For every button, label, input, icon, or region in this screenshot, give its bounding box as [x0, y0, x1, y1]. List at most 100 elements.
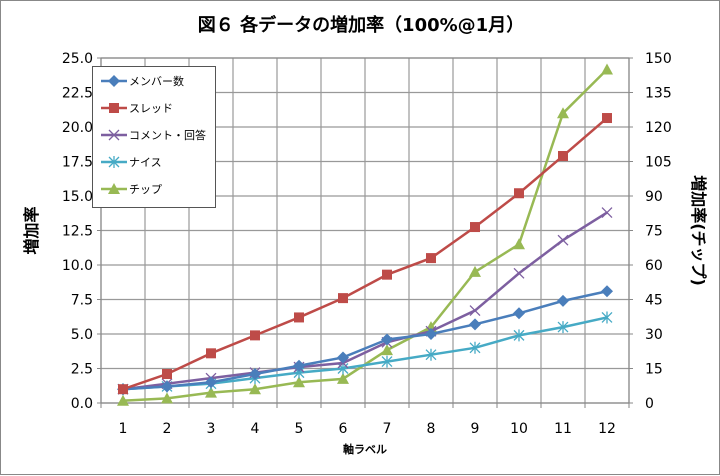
data-point — [557, 234, 569, 246]
legend-swatch — [101, 103, 127, 113]
data-point — [250, 330, 260, 341]
y-tick-label: 0.0 — [71, 396, 93, 412]
data-point — [601, 311, 613, 324]
data-point — [425, 348, 437, 361]
data-point — [161, 392, 173, 404]
y2-tick-label: 0 — [645, 396, 654, 412]
data-point — [381, 344, 393, 356]
data-point — [161, 380, 173, 393]
legend-label: メンバー数 — [129, 75, 184, 88]
legend-item: スレッド — [101, 100, 173, 116]
data-point — [381, 355, 393, 368]
legend: メンバー数スレッドコメント・回答 ナイスチップ — [92, 66, 216, 208]
data-point — [601, 63, 613, 75]
legend-item: チップ — [101, 181, 162, 197]
legend-item: ナイス — [101, 154, 162, 170]
y-tick-label: 17.5 — [62, 155, 93, 171]
series-0 — [117, 285, 613, 396]
data-point — [249, 383, 261, 395]
data-point — [337, 372, 349, 384]
x-tick-label: 7 — [383, 421, 392, 437]
legend-swatch — [101, 129, 127, 141]
data-point — [470, 222, 480, 233]
legend-swatch — [101, 183, 127, 194]
data-point — [513, 307, 525, 320]
x-tick-label: 1 — [119, 421, 128, 437]
chart-title: 図６ 各データの増加率（100%@1月） — [197, 15, 525, 36]
y-tick-label: 22.5 — [62, 86, 93, 102]
x-tick-label: 5 — [295, 421, 304, 437]
data-point — [557, 321, 569, 334]
series-line — [122, 117, 608, 391]
series-line — [122, 211, 608, 391]
y2-tick-label: 90 — [645, 189, 663, 205]
data-point — [382, 269, 392, 280]
x-tick-label: 12 — [598, 421, 616, 437]
data-point — [425, 328, 437, 340]
y-tick-label: 20.0 — [62, 120, 93, 136]
x-tick-label: 2 — [163, 421, 172, 437]
legend-label: チップ — [129, 183, 162, 196]
data-point — [558, 150, 568, 161]
y2-axis-label: 増加率(チップ) — [689, 175, 708, 286]
x-tick-label: 3 — [207, 421, 216, 437]
y2-tick-label: 135 — [645, 86, 672, 102]
y-tick-label: 25.0 — [62, 51, 93, 67]
plot-area — [100, 57, 630, 404]
data-point — [162, 369, 172, 380]
data-point — [293, 359, 305, 372]
y2-tick-label: 60 — [645, 258, 663, 274]
data-point — [338, 293, 348, 304]
legend-item: コメント・回答 — [101, 127, 206, 143]
x-tick-label: 10 — [510, 421, 528, 437]
y2-tick-label: 75 — [645, 224, 663, 240]
data-point — [337, 351, 349, 364]
x-tick-label: 9 — [471, 421, 480, 437]
y-tick-label: 15.0 — [62, 189, 93, 205]
legend-label: コメント・回答 — [129, 129, 206, 142]
y-tick-label: 10.0 — [62, 258, 93, 274]
legend-marker — [108, 75, 120, 87]
x-axis-label: 軸ラベル — [343, 442, 387, 456]
y2-tick-label: 15 — [645, 362, 663, 378]
data-point — [469, 318, 481, 331]
data-point — [293, 376, 305, 388]
data-point — [469, 265, 481, 277]
x-tick-label: 8 — [427, 421, 436, 437]
data-point — [205, 376, 217, 389]
data-point — [601, 285, 613, 298]
legend-label: ナイス — [129, 156, 162, 169]
legend-marker — [108, 183, 120, 194]
legend-marker — [109, 103, 119, 113]
legend-item: メンバー数 — [101, 73, 184, 89]
y-axis-label: 増加率 — [22, 206, 41, 254]
y-tick-label: 12.5 — [62, 224, 93, 240]
data-point — [557, 294, 569, 307]
series-1 — [118, 113, 612, 395]
y2-tick-label: 30 — [645, 327, 663, 343]
x-tick-label: 11 — [554, 421, 572, 437]
data-point — [513, 238, 525, 250]
y2-tick-label: 45 — [645, 293, 663, 309]
y-tick-label: 2.5 — [71, 362, 93, 378]
data-point — [381, 333, 393, 346]
data-point — [514, 188, 524, 199]
y2-tick-label: 150 — [645, 51, 672, 67]
data-point — [249, 368, 261, 381]
legend-marker — [108, 129, 120, 141]
data-point — [513, 329, 525, 342]
x-tick-label: 6 — [339, 421, 348, 437]
data-point — [294, 312, 304, 323]
data-point — [469, 305, 481, 316]
data-point — [513, 267, 525, 279]
y2-tick-label: 105 — [645, 155, 672, 171]
data-point — [601, 207, 613, 219]
data-point — [206, 348, 216, 359]
series-line — [122, 289, 608, 391]
data-point — [426, 253, 436, 264]
legend-swatch — [101, 75, 127, 87]
data-point — [557, 107, 569, 119]
y-tick-label: 5.0 — [71, 327, 93, 343]
data-point — [337, 362, 349, 375]
